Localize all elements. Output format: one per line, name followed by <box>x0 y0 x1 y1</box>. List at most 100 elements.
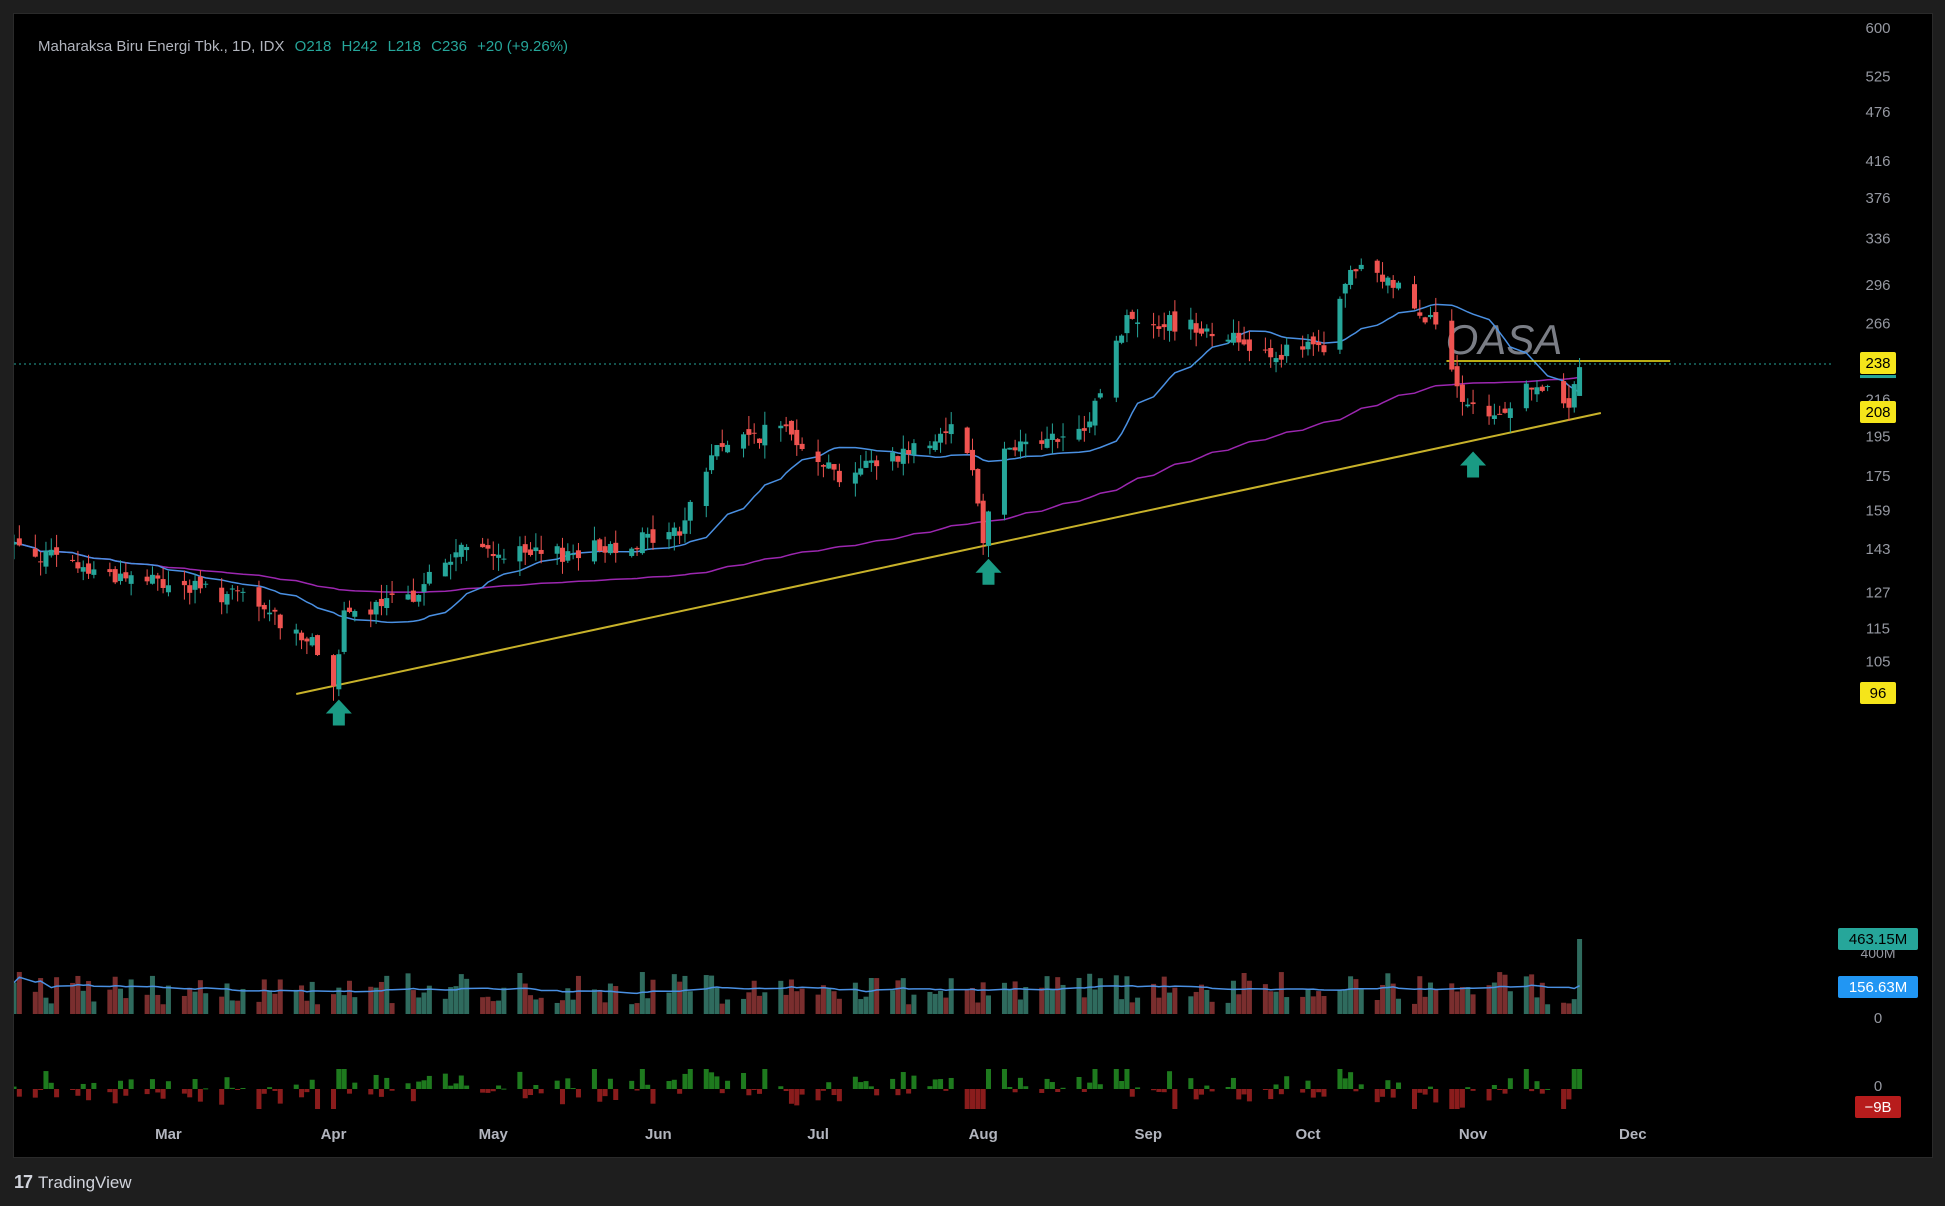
last-price-badge-bg <box>1860 352 1896 375</box>
oscillator-bar <box>256 1089 262 1109</box>
oscillator-bar <box>746 1089 752 1096</box>
oscillator-bar <box>863 1081 869 1089</box>
price-tick-label: 105 <box>1865 653 1890 670</box>
oscillator-bar <box>980 1089 986 1109</box>
volume-bar <box>187 987 193 1014</box>
up-arrow-icon <box>1460 451 1487 478</box>
volume-bar <box>309 981 315 1014</box>
volume-bar <box>1385 973 1391 1014</box>
oscillator-bar <box>80 1083 86 1089</box>
volume-bar <box>485 996 491 1014</box>
oscillator-bar <box>757 1089 763 1094</box>
volume-bar <box>1092 989 1098 1014</box>
candle-body <box>906 450 912 455</box>
candle-body <box>480 543 486 548</box>
volume-bar <box>1502 974 1508 1014</box>
oscillator-bar <box>788 1089 794 1104</box>
candle-body <box>1566 398 1572 408</box>
oscillator-bar <box>1427 1086 1433 1089</box>
volume-bar <box>671 974 677 1014</box>
volume-bar <box>416 997 422 1014</box>
oscillator-bar <box>485 1089 491 1093</box>
candle-body <box>405 594 411 600</box>
oscillator-bar <box>38 1089 44 1090</box>
candle-body <box>1012 447 1018 451</box>
volume-bar <box>964 989 970 1014</box>
oscillator-bar <box>442 1073 448 1089</box>
candle-body <box>54 547 60 555</box>
volume-bar <box>368 986 374 1014</box>
oscillator-bar <box>538 1089 544 1094</box>
candle-body <box>1545 386 1551 388</box>
oscillator-bar <box>836 1089 842 1102</box>
candle-body <box>155 575 161 579</box>
candle-body <box>1092 400 1098 426</box>
candle-body <box>118 573 124 582</box>
volume-bar <box>410 990 416 1014</box>
oscillator-bar <box>778 1086 784 1089</box>
oscillator-bar <box>751 1089 757 1090</box>
oscillator-bar <box>261 1089 267 1094</box>
volume-bar <box>272 993 278 1014</box>
candle-body <box>86 563 92 574</box>
oscillator-bar <box>629 1080 635 1089</box>
volume-bar <box>538 997 544 1014</box>
oscillator-bar <box>1172 1089 1178 1109</box>
volume-bar <box>762 992 768 1014</box>
oscillator-bar <box>517 1071 523 1089</box>
oscillator-bar <box>373 1074 379 1089</box>
candle-body <box>1433 312 1439 325</box>
candle-body <box>559 547 565 562</box>
candle-body <box>1001 448 1007 515</box>
oscillator-bar <box>607 1078 613 1089</box>
brand-name: TradingView <box>38 1172 132 1192</box>
volume-bar <box>14 982 17 1014</box>
candle-body <box>682 520 688 534</box>
candle-body <box>224 594 230 605</box>
oscillator-bar <box>1241 1089 1247 1095</box>
oscillator-bar <box>1001 1069 1007 1089</box>
oscillator-bar <box>368 1089 374 1095</box>
candle-body <box>799 443 805 449</box>
candle-body <box>1129 311 1135 319</box>
candle-body <box>687 501 693 521</box>
oscillator-bar <box>528 1089 534 1096</box>
volume-bar <box>890 990 896 1014</box>
oscillator-bar <box>1390 1089 1396 1098</box>
candle-body <box>1039 440 1045 444</box>
oscillator-bar <box>1545 1088 1551 1090</box>
candle-body <box>852 472 858 484</box>
candle-body <box>1577 367 1583 396</box>
candle-body <box>1060 436 1066 438</box>
oscillator-bar <box>1278 1089 1284 1095</box>
volume-bar <box>1411 1003 1417 1014</box>
candle-body <box>826 462 832 469</box>
volume-bar <box>703 975 709 1014</box>
volume-bar <box>304 1000 310 1014</box>
candle-body <box>948 424 954 435</box>
oscillator-bar <box>783 1089 789 1092</box>
candle-body <box>426 571 432 584</box>
candle-body <box>1316 342 1322 346</box>
tradingview-logo-icon[interactable]: 17 <box>14 1172 33 1192</box>
volume-bar <box>384 975 390 1014</box>
symbol-name: Maharaksa Biru Energi Tbk., 1D, IDX <box>38 38 285 55</box>
volume-bar <box>1129 1002 1135 1014</box>
volume-bar <box>1151 983 1157 1014</box>
volume-bar <box>378 981 384 1014</box>
volume-bar <box>836 998 842 1014</box>
volume-bar <box>1236 994 1242 1014</box>
volume-bar <box>1380 984 1386 1014</box>
volume-bar <box>442 998 448 1014</box>
time-tick-label: Jun <box>645 1126 672 1143</box>
oscillator-value-badge-bg <box>1855 1096 1901 1118</box>
oscillator-bar <box>155 1089 161 1093</box>
candle-body <box>373 601 379 615</box>
oscillator-bar <box>1225 1086 1231 1089</box>
candle-body <box>1262 349 1268 351</box>
candle-body <box>128 575 134 584</box>
price-chart[interactable]: 6005254764163763362962662161951751591431… <box>14 14 1934 1159</box>
candle-body <box>538 549 544 554</box>
oscillator-bar <box>1454 1089 1460 1109</box>
oscillator-bar <box>304 1089 310 1093</box>
